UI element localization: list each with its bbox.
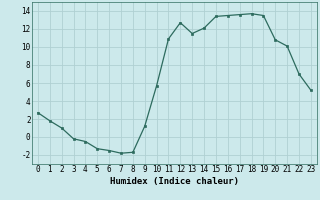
X-axis label: Humidex (Indice chaleur): Humidex (Indice chaleur) bbox=[110, 177, 239, 186]
